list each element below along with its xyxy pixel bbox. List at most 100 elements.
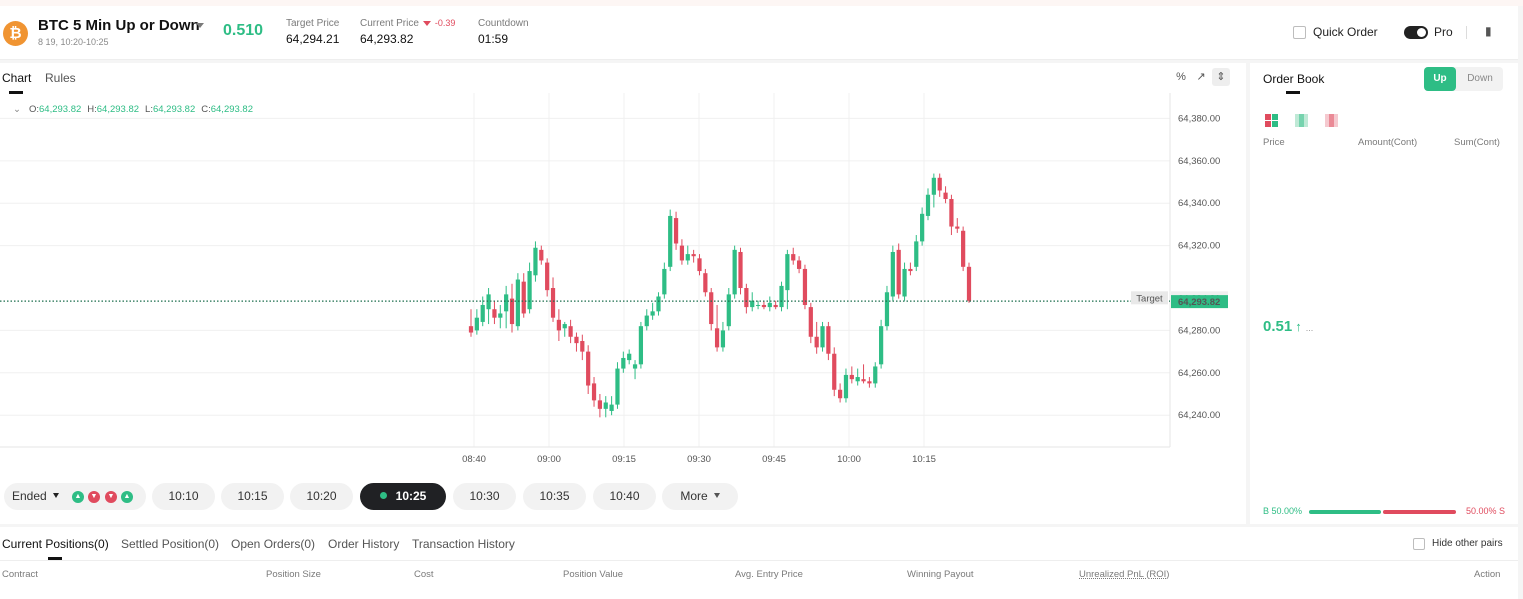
- book-bids-view-icon[interactable]: [1295, 114, 1308, 127]
- down-button[interactable]: Down: [1467, 73, 1493, 84]
- tab-active-indicator: [1286, 91, 1300, 94]
- col-contract: Contract: [2, 569, 38, 580]
- market-title[interactable]: BTC 5 Min Up or Down: [38, 17, 200, 34]
- mid-price: 0.51 ↑...: [1263, 318, 1313, 335]
- target-tag-label: Target: [1136, 293, 1163, 304]
- more-icon[interactable]: ...: [1305, 323, 1314, 333]
- x-tick-label: 09:30: [687, 454, 711, 465]
- time-slot-1020[interactable]: 10:20: [290, 483, 353, 510]
- candle-body: [556, 319, 561, 331]
- time-slot-1010[interactable]: 10:10: [152, 483, 215, 510]
- candle-body: [609, 404, 614, 411]
- tab-settled-position[interactable]: Settled Position(0): [121, 537, 220, 551]
- candle-body: [580, 341, 585, 352]
- book-both-view-icon[interactable]: [1265, 114, 1278, 127]
- live-dot-icon: [379, 492, 387, 499]
- chevron-down-icon[interactable]: [196, 23, 204, 28]
- candle-body: [843, 374, 849, 399]
- ohlc-h-label: H:: [87, 104, 97, 115]
- candle-body: [773, 304, 778, 308]
- candle-body: [498, 313, 503, 318]
- time-slot-1035[interactable]: 10:35: [523, 483, 586, 510]
- candle-body: [949, 198, 954, 227]
- candle-body: [568, 326, 573, 337]
- col-winning-payout: Winning Payout: [907, 569, 974, 580]
- collapse-chevron-icon[interactable]: ⌄: [13, 104, 21, 115]
- mid-price-value: 0.51: [1263, 318, 1293, 335]
- candle-body: [615, 368, 620, 405]
- y-tick-label: 64,260.00: [1178, 368, 1220, 379]
- candle-body: [873, 366, 878, 384]
- market-time-range: 8 19, 10:20-10:25: [38, 37, 109, 47]
- result-up-icon: ▲: [72, 491, 84, 503]
- buy-ratio-bar: [1309, 510, 1381, 514]
- quick-order-label[interactable]: Quick Order: [1313, 25, 1378, 39]
- x-tick-label: 09:00: [537, 454, 561, 465]
- more-slots-button[interactable]: More: [662, 483, 738, 510]
- candle-body: [539, 249, 544, 261]
- candle-body: [902, 268, 907, 297]
- y-tick-label: 64,240.00: [1178, 410, 1220, 421]
- candle-body: [515, 279, 520, 327]
- current-price-stat: Current Price -0.39 64,293.82: [360, 18, 455, 46]
- candle-body: [908, 268, 913, 272]
- current-price-label: Current Price: [360, 18, 419, 29]
- hide-other-pairs-checkbox[interactable]: [1413, 538, 1425, 550]
- candle-body: [855, 377, 860, 382]
- tab-rules[interactable]: Rules: [45, 71, 76, 85]
- book-asks-view-icon[interactable]: [1325, 114, 1338, 127]
- candle-body: [545, 262, 550, 291]
- candle-body: [931, 177, 936, 195]
- countdown-label: Countdown: [478, 18, 529, 29]
- candle-body: [738, 251, 743, 289]
- order-book-title[interactable]: Order Book: [1263, 72, 1325, 86]
- time-slot-1030[interactable]: 10:30: [453, 483, 516, 510]
- current-value-box: [1171, 295, 1228, 309]
- book-icon[interactable]: ▮: [1485, 24, 1492, 38]
- percent-icon[interactable]: %: [1176, 71, 1186, 83]
- candle-body: [761, 304, 767, 308]
- tab-open-orders[interactable]: Open Orders(0): [231, 537, 316, 551]
- candle-body: [802, 268, 808, 305]
- time-slot-1025-active[interactable]: 10:25: [360, 483, 446, 510]
- hide-other-pairs-label[interactable]: Hide other pairs: [1432, 538, 1503, 549]
- candle-body: [820, 326, 825, 348]
- candle-body: [591, 383, 597, 401]
- tab-transaction-history[interactable]: Transaction History: [412, 537, 515, 551]
- candle-body: [726, 294, 731, 327]
- line-chart-icon[interactable]: ↗: [1196, 71, 1206, 83]
- divider: [1466, 26, 1467, 39]
- candle-body: [925, 194, 931, 216]
- ended-label: Ended: [12, 489, 47, 503]
- y-tick-label: 64,320.00: [1178, 241, 1220, 252]
- result-down-icon: ▼: [105, 491, 117, 503]
- up-button[interactable]: Up: [1424, 67, 1456, 91]
- tab-chart[interactable]: Chart: [2, 71, 32, 85]
- divider: [0, 560, 1518, 561]
- y-tick-label: 64,380.00: [1178, 113, 1220, 124]
- ohlc-low: 64,293.82: [152, 104, 196, 115]
- candlestick-chart[interactable]: 64,380.00 64,360.00 64,340.00 64,320.00 64,2…: [0, 93, 1246, 473]
- candle-body: [896, 249, 901, 295]
- candlestick-icon[interactable]: ⇕: [1212, 68, 1230, 86]
- candle-body: [966, 266, 972, 301]
- candle-body: [920, 213, 925, 242]
- tab-active-indicator: [48, 557, 62, 560]
- up-down-toggle: Up Down: [1424, 67, 1503, 91]
- time-slot-1040[interactable]: 10:40: [593, 483, 656, 510]
- candle-body: [867, 381, 872, 384]
- tab-current-positions[interactable]: Current Positions(0): [2, 537, 109, 551]
- time-slot-1015[interactable]: 10:15: [221, 483, 284, 510]
- candle-body: [492, 309, 497, 318]
- sell-ratio: 50.00% S: [1465, 506, 1505, 516]
- candle-body: [785, 254, 790, 291]
- candle-body: [521, 281, 526, 314]
- pro-toggle[interactable]: [1404, 26, 1428, 39]
- candle-body: [650, 311, 655, 316]
- candle-body: [673, 218, 679, 244]
- tab-order-history[interactable]: Order History: [328, 537, 400, 551]
- quick-order-checkbox[interactable]: [1293, 26, 1306, 39]
- order-book-panel: Order Book Up Down Price Amount(Cont) Su…: [1250, 63, 1518, 524]
- col-price: Price: [1263, 137, 1285, 148]
- candle-body: [890, 251, 895, 297]
